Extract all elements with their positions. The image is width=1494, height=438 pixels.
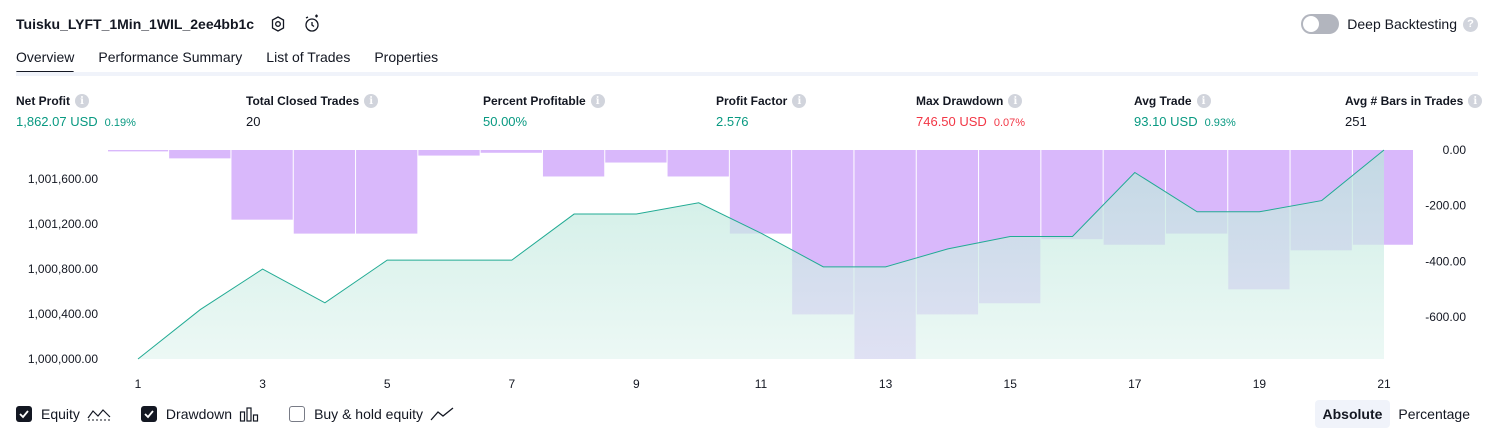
x-axis-tick-label: 3: [259, 377, 266, 391]
net-profit-value: 1,862.07 USD: [16, 114, 98, 129]
equity-checkbox[interactable]: [16, 406, 32, 422]
info-icon[interactable]: i: [1468, 94, 1483, 108]
drawdown-bar: [293, 150, 356, 234]
percent-profitable-value: 50.00%: [483, 114, 528, 129]
drawdown-label: Drawdown: [165, 406, 233, 422]
bar-chart-icon: [239, 406, 259, 422]
max-drawdown-label: Max Drawdown: [916, 94, 1004, 108]
metric-percent-profitable: Percent Profitable i 50.00%: [483, 93, 605, 130]
x-axis-tick-label: 19: [1253, 377, 1267, 391]
profit-factor-label: Profit Factor: [716, 94, 788, 108]
help-icon[interactable]: ?: [1463, 16, 1478, 32]
right-drawdown-axis: 0.00 -200.00 -400.00 -600.00: [1425, 143, 1466, 324]
drawdown-bar: [605, 150, 667, 163]
left-axis-tick-label: 1,000,800.00: [28, 262, 98, 276]
profit-factor-value: 2.576: [716, 114, 749, 129]
percentage-button[interactable]: Percentage: [1398, 406, 1470, 422]
drawdown-bar: [542, 150, 605, 177]
deep-backtesting-toggle[interactable]: [1301, 14, 1340, 34]
x-axis-tick-label: 7: [508, 377, 515, 391]
left-axis-tick-label: 1,000,400.00: [28, 307, 98, 321]
strategy-title: Tuisku_LYFT_1Min_1WIL_2ee4bb1c: [16, 16, 255, 32]
scale-toggle: Absolute Percentage: [1314, 400, 1479, 428]
settings-icon[interactable]: [268, 14, 288, 34]
deep-backtesting-control: Deep Backtesting ?: [1301, 12, 1478, 36]
right-axis-tick-label: -600.00: [1425, 310, 1466, 324]
chart-legend: Equity Drawdown Buy & hold equity: [16, 403, 484, 425]
avg-trade-label: Avg Trade: [1134, 94, 1192, 108]
total-closed-trades-value: 20: [246, 114, 261, 129]
equity-area: [137, 149, 1385, 360]
metric-profit-factor: Profit Factor i 2.576: [716, 93, 807, 130]
metric-avg-bars-in-trades: Avg # Bars in Trades i 251: [1345, 93, 1483, 130]
legend-buy-hold-equity[interactable]: Buy & hold equity: [289, 406, 454, 422]
absolute-button[interactable]: Absolute: [1314, 400, 1391, 428]
info-icon[interactable]: i: [590, 94, 605, 108]
metric-max-drawdown: Max Drawdown i 746.50 USD 0.07%: [916, 93, 1025, 130]
tabs-divider: [16, 72, 1478, 76]
percent-profitable-label: Percent Profitable: [483, 94, 586, 108]
report-header: Tuisku_LYFT_1Min_1WIL_2ee4bb1c: [16, 12, 322, 36]
x-axis-tick-label: 11: [755, 377, 768, 391]
left-axis-tick-label: 1,001,600.00: [28, 172, 98, 186]
max-drawdown-value: 746.50 USD: [916, 114, 987, 129]
metric-total-closed-trades: Total Closed Trades i 20: [246, 93, 379, 130]
tab-overview[interactable]: Overview: [16, 44, 75, 74]
x-axis-tick-label: 5: [384, 377, 391, 391]
equity-area-icon: [87, 406, 111, 422]
line-chart-icon: [430, 406, 454, 422]
drawdown-bar: [169, 150, 231, 159]
x-axis-tick-label: 9: [633, 377, 640, 391]
equity-drawdown-chart[interactable]: 1,001,600.00 1,001,200.00 1,000,800.00 1,00…: [0, 140, 1494, 395]
report-tabs: Overview Performance Summary List of Tra…: [16, 44, 462, 76]
metric-net-profit: Net Profit i 1,862.07 USD 0.19%: [16, 93, 136, 130]
drawdown-bar: [667, 150, 729, 177]
tab-list-of-trades[interactable]: List of Trades: [266, 49, 351, 65]
reload-report-icon[interactable]: [302, 14, 322, 34]
info-icon[interactable]: i: [364, 94, 379, 108]
tab-performance-summary[interactable]: Performance Summary: [98, 49, 243, 65]
drawdown-bar: [418, 150, 480, 156]
right-axis-tick-label: 0.00: [1443, 143, 1467, 157]
x-axis-tick-label: 21: [1377, 377, 1391, 391]
trade-number-axis: 1 3 5 7 9 11 13 15 17 19 21: [135, 377, 1391, 391]
info-icon[interactable]: i: [792, 94, 807, 108]
x-axis-tick-label: 15: [1004, 377, 1018, 391]
deep-backtesting-label: Deep Backtesting: [1347, 16, 1457, 32]
avg-bars-value: 251: [1345, 114, 1367, 129]
max-drawdown-percent: 0.07%: [993, 117, 1026, 129]
left-axis-tick-label: 1,000,000.00: [28, 352, 98, 366]
right-axis-tick-label: -400.00: [1425, 254, 1466, 268]
tab-properties[interactable]: Properties: [374, 49, 439, 65]
equity-line: [137, 149, 1385, 360]
info-icon[interactable]: i: [1196, 94, 1211, 108]
x-axis-tick-label: 1: [135, 377, 142, 391]
total-closed-trades-label: Total Closed Trades: [246, 94, 360, 108]
info-icon[interactable]: i: [75, 94, 89, 108]
drawdown-bar: [231, 150, 293, 220]
avg-trade-percent: 0.93%: [1204, 117, 1236, 129]
legend-equity[interactable]: Equity: [16, 406, 111, 422]
x-axis-tick-label: 13: [879, 377, 893, 391]
drawdown-bar: [480, 150, 542, 153]
buy-hold-label: Buy & hold equity: [314, 406, 424, 422]
equity-label: Equity: [41, 406, 80, 422]
net-profit-percent: 0.19%: [104, 117, 136, 129]
equity-area-fill: [138, 150, 1384, 359]
avg-bars-label: Avg # Bars in Trades: [1345, 94, 1464, 108]
info-icon[interactable]: i: [1008, 94, 1023, 108]
net-profit-label: Net Profit: [16, 94, 70, 108]
legend-drawdown[interactable]: Drawdown: [140, 406, 259, 422]
drawdown-bar: [729, 150, 792, 234]
metric-avg-trade: Avg Trade i 93.10 USD 0.93%: [1134, 93, 1236, 130]
right-axis-tick-label: -200.00: [1425, 199, 1466, 213]
x-axis-tick-label: 17: [1128, 377, 1142, 391]
drawdown-bar: [356, 150, 418, 234]
buy-hold-checkbox[interactable]: [289, 406, 306, 422]
left-axis-tick-label: 1,001,200.00: [28, 217, 98, 231]
drawdown-checkbox[interactable]: [140, 406, 157, 422]
avg-trade-value: 93.10 USD: [1134, 114, 1198, 129]
drawdown-bar: [108, 150, 169, 152]
left-price-axis: 1,001,600.00 1,001,200.00 1,000,800.00 1,00…: [28, 172, 98, 366]
